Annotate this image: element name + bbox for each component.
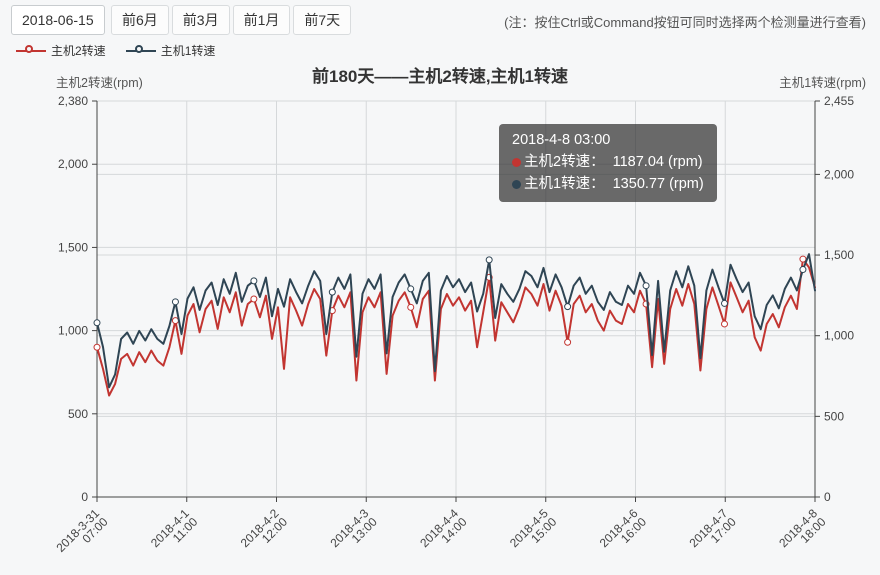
line-circle-marker-icon [16, 44, 46, 57]
legend-item-host1-rpm[interactable]: 主机1转速 [125, 42, 216, 59]
svg-text:2018-4-818:00: 2018-4-818:00 [776, 506, 829, 559]
svg-text:2,455: 2,455 [824, 94, 854, 108]
grid [97, 100, 815, 497]
series-line-1 [93, 253, 816, 389]
svg-text:0: 0 [824, 490, 831, 504]
legend-item-host2-rpm[interactable]: 主机2转速 [16, 42, 106, 59]
svg-text:2,000: 2,000 [58, 157, 88, 171]
svg-text:2018-4-515:00: 2018-4-515:00 [507, 506, 560, 559]
right-axis-name: 主机1转速(rpm) [779, 76, 866, 90]
chart-title: 前180天——主机2转速,主机1转速 [312, 67, 568, 86]
svg-text:2018-4-717:00: 2018-4-717:00 [686, 506, 739, 559]
series-line-0 [93, 255, 816, 397]
legend-label: 主机1转速 [160, 44, 216, 58]
svg-text:2018-4-414:00: 2018-4-414:00 [417, 506, 470, 559]
left-axis-name: 主机2转速(rpm) [56, 76, 143, 90]
range-button-1-month[interactable]: 前1月 [232, 5, 291, 35]
ctrl-command-note: (注：按住Ctrl或Command按钮可同时选择两个检测量进行查看) [504, 15, 866, 30]
svg-text:2,380: 2,380 [58, 94, 88, 108]
svg-text:2018-4-212:00: 2018-4-212:00 [238, 506, 291, 559]
svg-text:2018-4-616:00: 2018-4-616:00 [597, 506, 650, 559]
svg-text:1,500: 1,500 [58, 240, 88, 254]
svg-text:1,500: 1,500 [824, 248, 854, 262]
svg-text:2018-4-111:00: 2018-4-111:00 [148, 506, 201, 559]
svg-text:500: 500 [68, 407, 88, 421]
range-button-3-months[interactable]: 前3月 [171, 5, 230, 35]
svg-text:2018-3-3107:00: 2018-3-3107:00 [54, 506, 111, 563]
legend: 主机2转速 主机1转速 [16, 42, 215, 59]
svg-text:2,000: 2,000 [824, 167, 854, 181]
y-axis-left: 0 500 1,000 1,500 2,000 2,380 [58, 94, 97, 504]
range-button-7-days[interactable]: 前7天 [293, 5, 352, 35]
svg-text:1,000: 1,000 [824, 329, 854, 343]
toolbar: 前6月 前3月 前1月 前7天 [11, 5, 352, 35]
range-button-6-months[interactable]: 前6月 [111, 5, 169, 35]
svg-text:0: 0 [81, 490, 88, 504]
legend-label: 主机2转速 [51, 44, 106, 58]
svg-text:500: 500 [824, 409, 844, 423]
svg-text:1,000: 1,000 [58, 324, 88, 338]
svg-text:2018-4-313:00: 2018-4-313:00 [327, 506, 380, 559]
date-input[interactable] [11, 5, 105, 35]
x-axis: 2018-3-3107:00 2018-4-111:00 2018-4-212:00… [54, 497, 829, 563]
line-circle-marker-icon [125, 44, 156, 57]
y-axis-right: 0 500 1,000 1,500 2,000 2,455 [815, 94, 854, 504]
